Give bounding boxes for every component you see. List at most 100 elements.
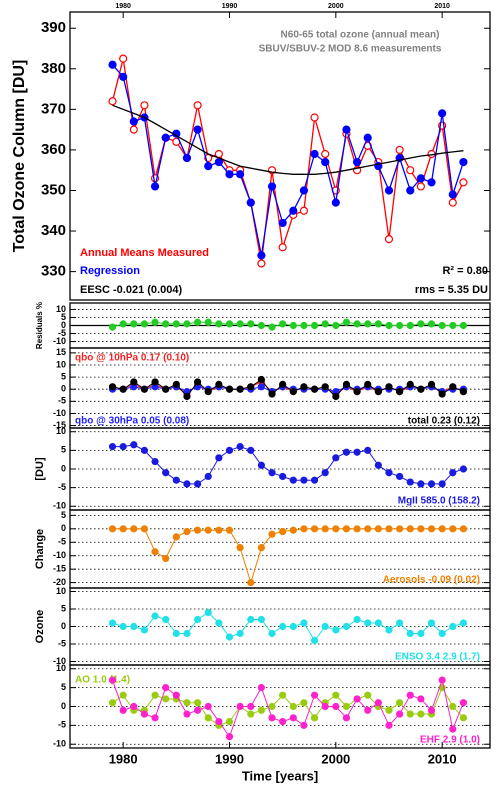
point: [427, 480, 436, 488]
point: [321, 383, 329, 391]
point: [204, 608, 212, 617]
point: [353, 695, 361, 703]
point: [257, 375, 265, 384]
point: [236, 385, 244, 393]
point: [342, 622, 351, 631]
series-line: [112, 528, 464, 585]
point: [257, 615, 265, 624]
point: [300, 619, 308, 627]
point: [438, 109, 447, 118]
point: [162, 469, 170, 477]
point: [459, 157, 468, 167]
point: [140, 710, 149, 718]
y-tick-label: 330: [41, 263, 66, 280]
point: [193, 101, 202, 110]
point: [417, 629, 425, 638]
point: [225, 526, 234, 534]
y-tick-label: 10: [56, 359, 66, 369]
point: [215, 454, 223, 462]
x-tick-label: 1980: [115, 3, 131, 10]
point: [279, 691, 287, 699]
y-tick-label: 370: [41, 100, 66, 117]
point: [279, 717, 287, 726]
point: [332, 691, 340, 699]
legend-label: EHF 2.9 (1.0): [420, 735, 480, 746]
point: [172, 691, 180, 699]
y-tick-label: -10: [53, 550, 66, 560]
point: [108, 676, 117, 684]
point: [342, 714, 351, 722]
point: [364, 446, 372, 454]
y-tick-label: 0: [61, 384, 66, 394]
point: [417, 385, 425, 393]
y-tick-label: 380: [41, 60, 66, 77]
point: [385, 383, 393, 391]
point: [119, 691, 127, 699]
point: [289, 206, 298, 215]
point: [385, 626, 393, 634]
point: [289, 476, 297, 484]
point: [459, 388, 468, 396]
legend-label: ENSO 3.4 2.9 (1.7): [395, 652, 480, 663]
x-tick-label: 2010: [428, 751, 457, 766]
point: [130, 441, 138, 449]
point: [332, 626, 340, 634]
point: [353, 388, 361, 396]
point: [279, 472, 287, 481]
point: [225, 717, 234, 726]
point: [193, 699, 202, 707]
point: [257, 706, 265, 714]
legend-label: Regression: [80, 265, 140, 277]
point: [140, 320, 149, 328]
y-tick-label: -5: [58, 638, 66, 648]
point: [162, 554, 170, 563]
point: [310, 385, 319, 393]
point: [204, 388, 212, 396]
point: [449, 383, 457, 391]
point: [268, 469, 276, 477]
point: [396, 619, 404, 627]
point: [364, 525, 372, 533]
series-line: [112, 611, 464, 642]
point: [204, 714, 212, 722]
point: [427, 320, 436, 328]
point: [406, 629, 414, 638]
point: [417, 480, 425, 488]
point: [140, 626, 149, 634]
point: [321, 320, 329, 328]
series-line: [111, 58, 464, 264]
point: [310, 525, 319, 533]
point: [193, 125, 202, 134]
point: [406, 321, 414, 330]
point: [427, 525, 436, 533]
point: [299, 206, 309, 215]
y-tick-label: 5: [61, 682, 66, 692]
point: [257, 461, 265, 469]
y-tick-label: -5: [58, 328, 66, 338]
point: [299, 186, 309, 195]
point: [374, 525, 382, 533]
point: [321, 149, 330, 159]
point: [119, 54, 128, 63]
point: [182, 153, 192, 163]
point: [236, 629, 244, 638]
point: [140, 101, 149, 110]
point: [162, 320, 170, 328]
point: [247, 579, 255, 587]
point: [183, 629, 191, 638]
point: [215, 320, 223, 328]
point: [183, 527, 191, 536]
y-tick-label: -20: [53, 577, 66, 587]
y-tick-label: -10: [53, 739, 66, 749]
point: [151, 548, 159, 556]
y-tick-label: 0: [61, 621, 66, 631]
point: [268, 530, 276, 538]
point: [257, 684, 265, 692]
point: [300, 699, 308, 707]
y-tick-label: 0: [61, 463, 66, 473]
point: [140, 385, 149, 393]
point: [321, 157, 330, 167]
point: [384, 235, 394, 244]
series-line: [112, 686, 464, 726]
point: [247, 710, 255, 718]
